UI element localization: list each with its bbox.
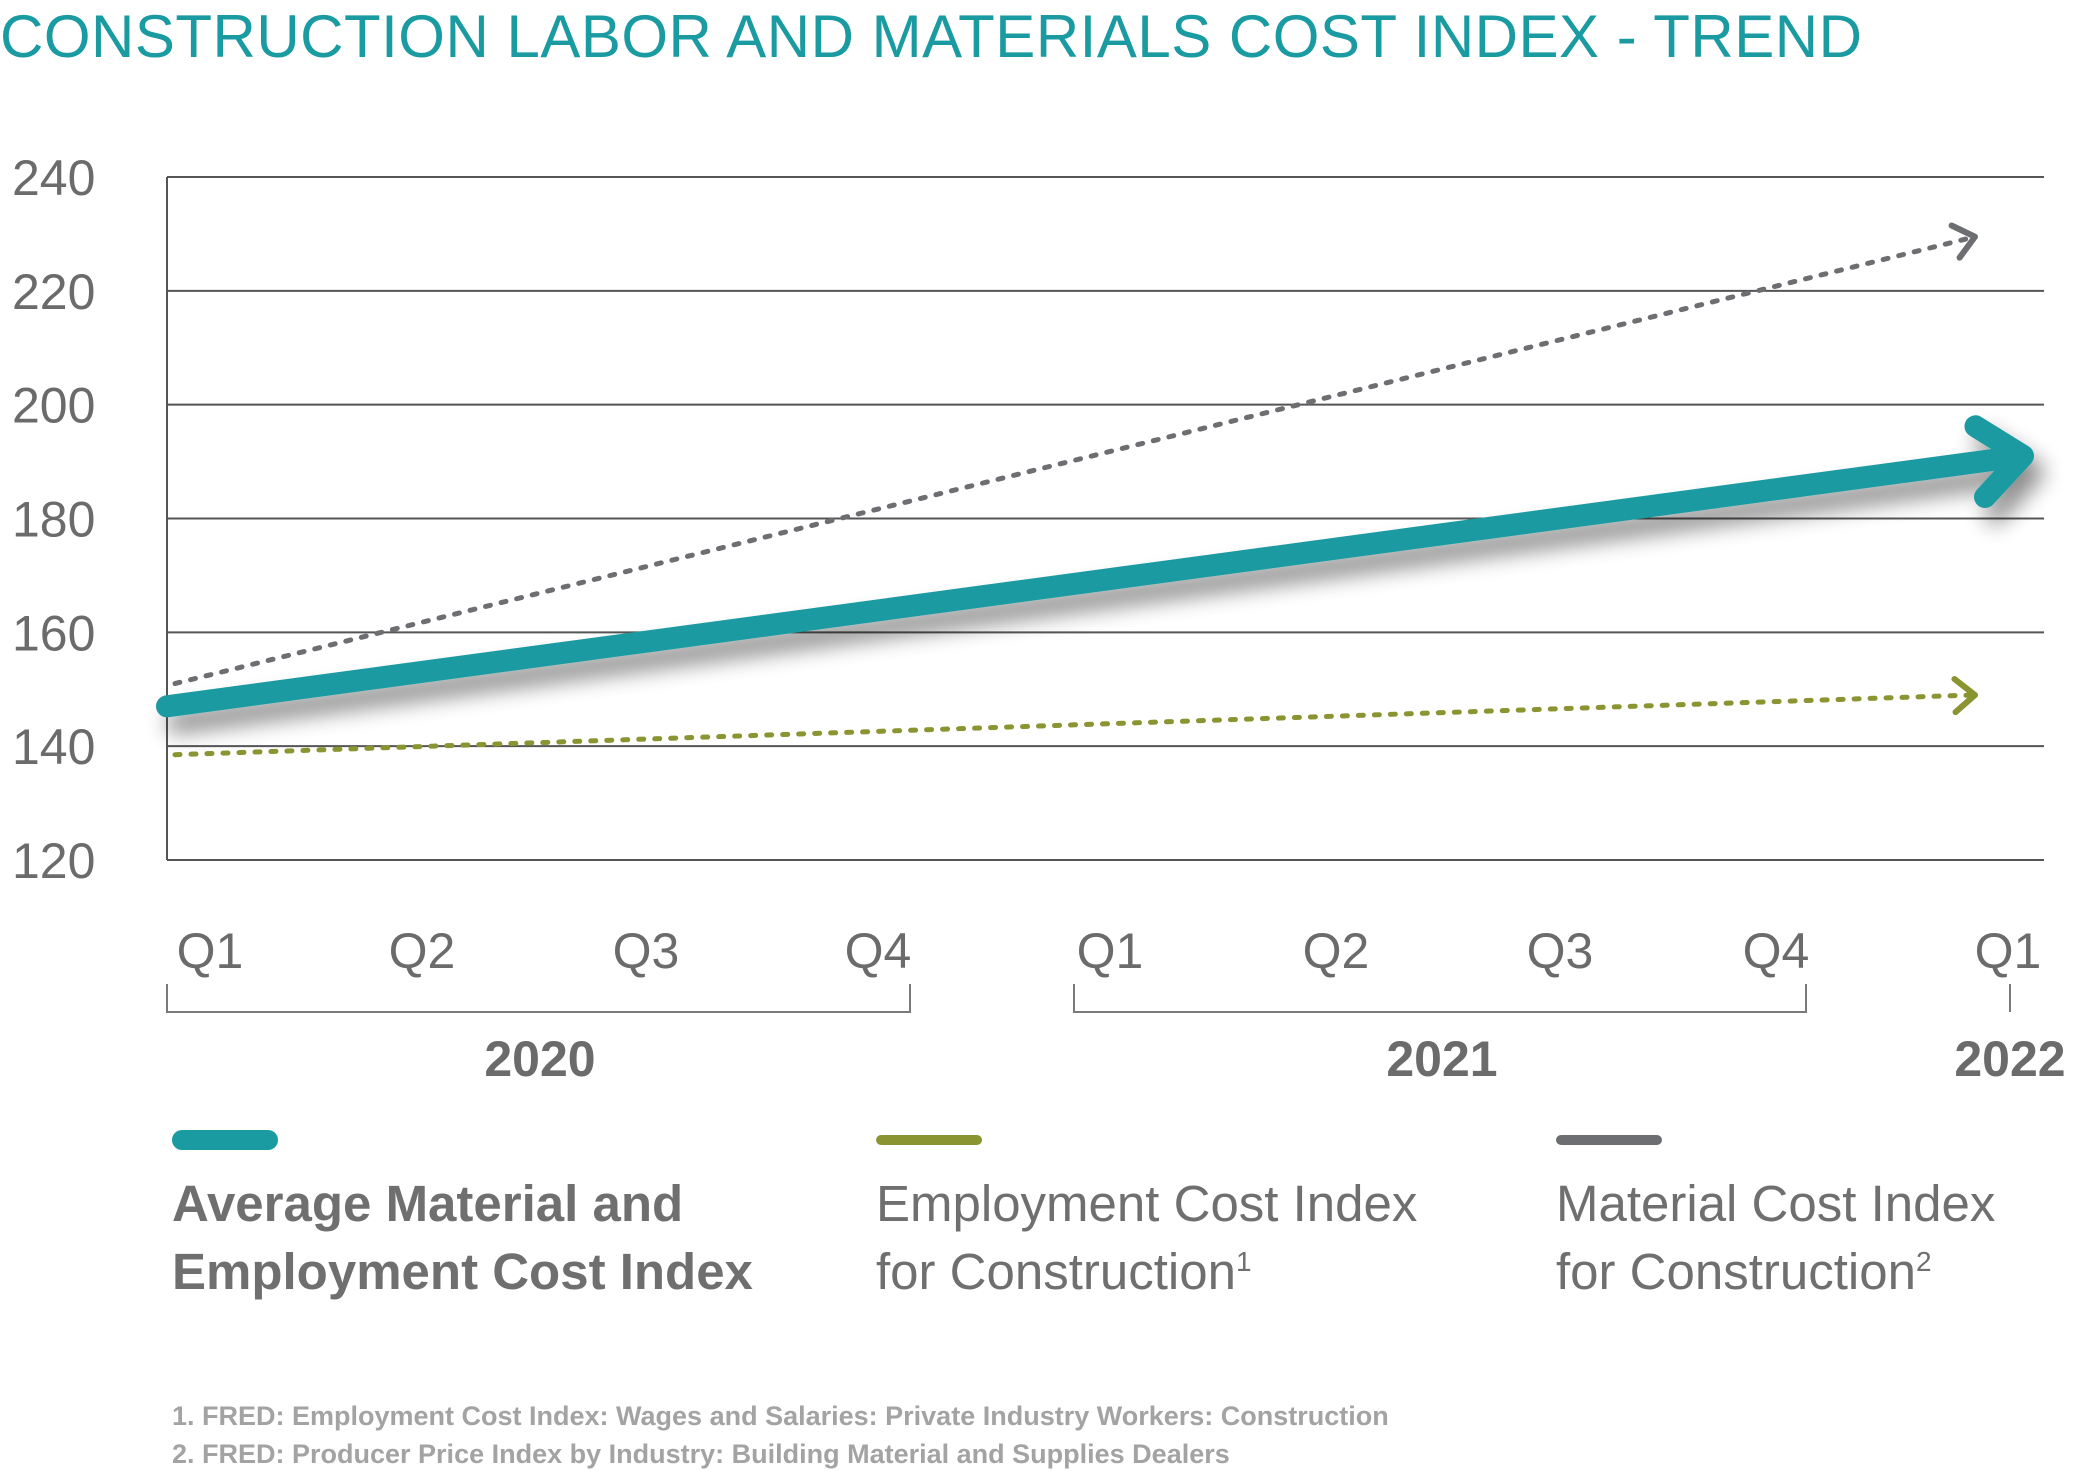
year-bracket-2021: 2021 bbox=[1073, 984, 1807, 1087]
footnotes: 1. FRED: Employment Cost Index: Wages an… bbox=[172, 1397, 1389, 1473]
footnote-ref-2: 2 bbox=[1916, 1246, 1932, 1277]
arrow-head bbox=[1964, 415, 2034, 509]
x-tick-label: Q2 bbox=[1303, 923, 1370, 979]
year-label: 2020 bbox=[484, 1031, 595, 1087]
y-tick-label: 160 bbox=[12, 605, 95, 661]
x-axis-labels: Q1 Q2 Q3 Q4 Q1 Q2 Q3 Q4 Q1 2020 2021 2022 bbox=[166, 923, 2066, 1087]
chart-title: CONSTRUCTION LABOR AND MATERIALS COST IN… bbox=[0, 3, 1863, 70]
series-lines bbox=[156, 222, 2034, 758]
year-label: 2022 bbox=[1954, 1031, 2065, 1087]
y-tick-label: 200 bbox=[12, 378, 95, 434]
series-average bbox=[156, 415, 2034, 718]
footnote-ref-1: 1 bbox=[1236, 1246, 1252, 1277]
x-tick-label: Q3 bbox=[1527, 923, 1594, 979]
series-line bbox=[156, 446, 2021, 718]
x-tick-label: Q4 bbox=[845, 923, 912, 979]
legend-swatch-average bbox=[172, 1130, 278, 1150]
arrow-head bbox=[1951, 676, 1978, 716]
legend-swatch-employment bbox=[876, 1135, 982, 1145]
x-tick-label: Q1 bbox=[1077, 923, 1144, 979]
y-tick-label: 240 bbox=[12, 150, 95, 206]
x-tick-label: Q3 bbox=[613, 923, 680, 979]
legend-employment: Employment Cost Index for Construction1 bbox=[876, 1130, 1417, 1306]
series-employment bbox=[172, 676, 1978, 758]
footnote-2: 2. FRED: Producer Price Index by Industr… bbox=[172, 1439, 1230, 1469]
y-tick-label: 120 bbox=[12, 833, 95, 889]
legend-label-employment: Employment Cost Index for Construction1 bbox=[876, 1175, 1418, 1300]
bracket-line bbox=[1073, 984, 1807, 1013]
year-bracket-2020: 2020 bbox=[166, 984, 911, 1087]
legend-label-material: Material Cost Index for Construction2 bbox=[1556, 1175, 1996, 1300]
y-tick-label: 220 bbox=[12, 264, 95, 320]
series-line bbox=[172, 692, 1972, 758]
y-axis-labels: 240 220 200 180 160 140 120 bbox=[12, 150, 95, 889]
legend-average: Average Material and Employment Cost Ind… bbox=[172, 1130, 753, 1306]
arrow-head bbox=[1948, 222, 1978, 261]
x-tick-label: Q1 bbox=[1975, 923, 2042, 979]
legend-label-average: Average Material and Employment Cost Ind… bbox=[172, 1175, 753, 1300]
legend-swatch-material bbox=[1556, 1135, 1662, 1145]
bracket-line bbox=[166, 984, 911, 1013]
y-tick-label: 140 bbox=[12, 719, 95, 775]
year-label: 2021 bbox=[1386, 1031, 1497, 1087]
series-material bbox=[172, 222, 1978, 687]
series-line bbox=[172, 235, 1972, 687]
x-tick-label: Q2 bbox=[389, 923, 456, 979]
footnote-1: 1. FRED: Employment Cost Index: Wages an… bbox=[172, 1401, 1389, 1431]
legend-material: Material Cost Index for Construction2 bbox=[1556, 1130, 1995, 1306]
y-tick-label: 180 bbox=[12, 492, 95, 548]
year-bracket-2022: 2022 bbox=[1954, 984, 2066, 1087]
x-tick-label: Q1 bbox=[177, 923, 244, 979]
x-tick-label: Q4 bbox=[1743, 923, 1810, 979]
grid-lines bbox=[166, 176, 2044, 861]
